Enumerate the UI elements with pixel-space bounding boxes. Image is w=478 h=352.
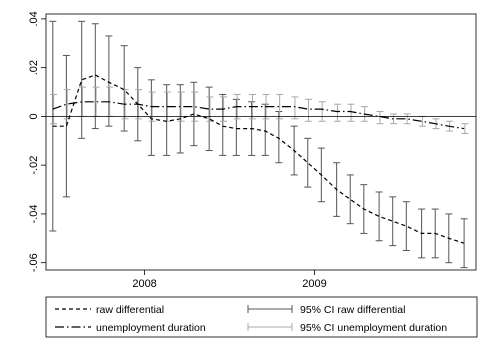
legend-label: unemployment duration xyxy=(96,322,206,334)
y-tick-label: .04 xyxy=(28,11,40,26)
ci-errorbar-raw xyxy=(163,84,171,156)
ci-errorbar-raw xyxy=(219,93,227,156)
plot-area xyxy=(45,13,477,271)
ci-errorbar-raw xyxy=(49,20,57,232)
ci-errorbar-unemp xyxy=(318,101,326,122)
y-tick-label: -.04 xyxy=(28,204,40,223)
ci-errorbar-unemp xyxy=(333,103,341,122)
legend-label: 95% CI unemployment duration xyxy=(300,322,447,334)
legend-label: 95% CI raw differential xyxy=(300,304,405,316)
ci-errorbar-unemp xyxy=(305,98,313,122)
axis-layer: .04 .02 0 -.02 -.04 -.06 2008 2009 xyxy=(28,11,476,290)
ci-errorbar-raw xyxy=(78,20,86,139)
ci-errorbar-raw xyxy=(120,45,128,132)
ci-errorbar-unemp xyxy=(206,96,214,122)
ci-errorbar-unemp xyxy=(403,113,411,125)
ci-errorbar-raw xyxy=(62,54,70,198)
y-tick-label: -.06 xyxy=(28,253,40,272)
x-tick-label: 2009 xyxy=(302,278,326,290)
ci-errorbar-raw xyxy=(205,86,213,152)
x-tick-label: 2008 xyxy=(132,278,156,290)
ci-errorbar-raw xyxy=(261,103,269,156)
legend-entry: raw differential xyxy=(55,304,164,316)
ci-errorbar-raw xyxy=(346,174,354,225)
ci-errorbar-raw xyxy=(389,196,397,247)
ci-layer xyxy=(49,20,469,269)
legend-label: raw differential xyxy=(96,304,164,316)
series-line-raw-differential xyxy=(52,74,465,244)
ci-errorbar-unemp xyxy=(390,113,398,125)
legend-entry: 95% CI unemployment duration xyxy=(247,322,447,334)
series-line-unemployment-duration xyxy=(52,101,465,130)
legend-entry: unemployment duration xyxy=(55,322,206,334)
ci-errorbar-unemp xyxy=(461,123,469,134)
y-tick-label: .02 xyxy=(28,60,40,75)
ci-errorbar-raw xyxy=(304,137,312,188)
ci-errorbar-unemp xyxy=(276,93,284,120)
ci-errorbar-raw xyxy=(91,23,99,130)
ci-errorbar-unemp xyxy=(291,96,299,120)
line-layer xyxy=(52,74,465,244)
ci-errorbar-raw xyxy=(232,98,240,156)
legend: raw differential 95% CI raw differential u… xyxy=(45,296,478,338)
ci-errorbar-raw xyxy=(105,35,113,127)
legend-box xyxy=(45,296,478,338)
y-tick-label: 0 xyxy=(28,113,40,119)
ci-errorbar-unemp xyxy=(376,111,384,125)
ci-errorbar-raw xyxy=(402,201,410,251)
ci-errorbar-unemp xyxy=(63,89,71,120)
legend-entry: 95% CI raw differential xyxy=(247,304,405,316)
ci-errorbar-raw xyxy=(375,191,383,242)
ci-errorbar-unemp xyxy=(347,103,355,122)
y-tick-label: -.02 xyxy=(28,156,40,175)
ci-errorbar-raw xyxy=(275,111,283,164)
